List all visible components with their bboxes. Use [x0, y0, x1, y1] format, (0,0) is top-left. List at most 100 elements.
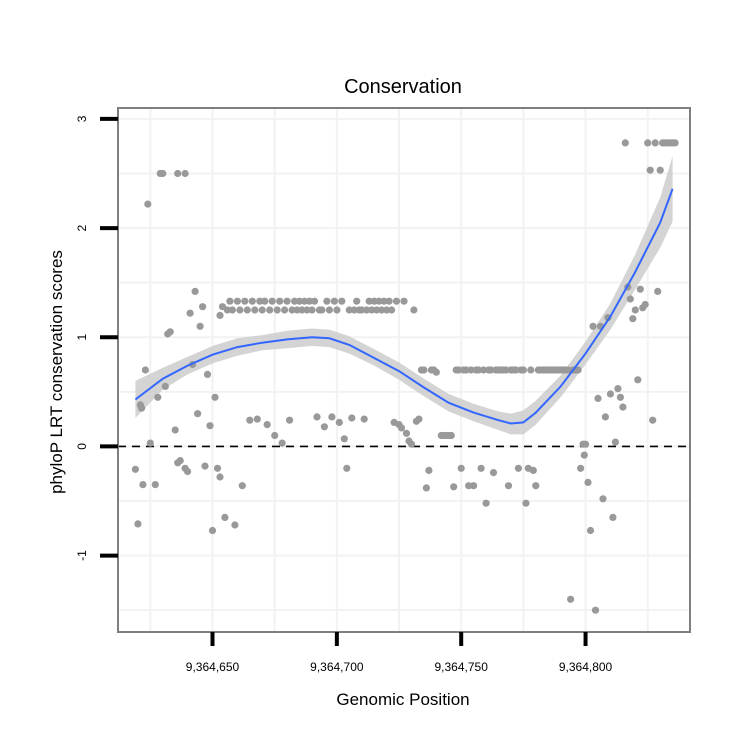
- data-point: [328, 413, 336, 421]
- data-point: [564, 366, 572, 374]
- data-point: [333, 306, 341, 314]
- y-tick-label: -1: [75, 550, 89, 561]
- data-point: [649, 416, 657, 424]
- data-point: [609, 513, 617, 522]
- data-point: [281, 306, 289, 314]
- data-point: [591, 606, 600, 614]
- data-point: [226, 297, 234, 305]
- data-point: [601, 413, 610, 421]
- data-point: [425, 466, 433, 474]
- data-point: [450, 483, 458, 491]
- data-point: [581, 440, 590, 448]
- data-point: [138, 404, 146, 412]
- data-point: [420, 366, 428, 374]
- data-point: [457, 464, 465, 472]
- y-tick-label: 0: [75, 443, 89, 450]
- data-point: [415, 415, 423, 423]
- data-point: [236, 306, 244, 314]
- data-point: [298, 306, 306, 314]
- data-point: [522, 499, 530, 507]
- data-point: [313, 413, 321, 421]
- data-point: [646, 166, 654, 174]
- data-point: [589, 322, 597, 330]
- data-point: [320, 423, 328, 431]
- data-point: [266, 306, 274, 314]
- data-point: [345, 306, 353, 314]
- data-point: [206, 422, 214, 430]
- data-point: [475, 366, 483, 374]
- data-point: [532, 482, 540, 490]
- data-point: [626, 295, 634, 303]
- data-point: [305, 297, 314, 305]
- data-point: [656, 166, 664, 174]
- data-point: [191, 287, 199, 295]
- data-point: [161, 382, 169, 390]
- data-point: [654, 287, 662, 295]
- data-point: [258, 306, 266, 314]
- data-point: [166, 328, 174, 336]
- data-point: [504, 482, 513, 490]
- y-tick-label: 2: [75, 224, 89, 231]
- scatter-points: [131, 139, 679, 614]
- data-point: [629, 315, 637, 323]
- confidence-band-layer: [135, 156, 673, 435]
- data-point: [477, 464, 485, 472]
- data-point: [514, 464, 523, 472]
- data-point: [251, 306, 259, 314]
- data-point: [300, 297, 309, 305]
- data-point: [134, 520, 142, 528]
- data-point: [644, 139, 652, 147]
- data-point: [634, 376, 642, 384]
- data-point: [577, 464, 585, 472]
- data-point: [276, 297, 284, 305]
- data-point: [348, 414, 356, 422]
- x-tick-label: 9,364,750: [435, 660, 489, 674]
- data-point: [221, 513, 229, 522]
- data-point: [176, 457, 184, 465]
- data-point: [365, 297, 373, 305]
- data-point: [151, 481, 159, 489]
- data-point: [340, 435, 348, 443]
- data-point: [261, 297, 269, 305]
- data-point: [651, 139, 659, 147]
- data-point: [388, 306, 396, 314]
- data-point: [196, 322, 204, 330]
- data-point: [360, 415, 368, 423]
- data-point: [400, 297, 408, 305]
- data-point: [233, 297, 241, 305]
- data-point: [489, 469, 498, 477]
- data-point: [402, 429, 411, 437]
- data-point: [223, 306, 231, 314]
- data-point: [621, 139, 629, 147]
- data-point: [373, 306, 381, 314]
- data-point: [141, 366, 149, 374]
- data-point: [213, 464, 222, 472]
- data-point: [527, 366, 535, 374]
- data-point: [228, 306, 236, 314]
- data-point: [529, 466, 537, 474]
- data-point: [271, 431, 279, 440]
- data-point: [273, 306, 281, 314]
- data-point: [238, 482, 246, 490]
- data-point: [482, 499, 490, 507]
- data-point: [181, 169, 189, 178]
- data-point: [246, 416, 254, 424]
- data-point: [194, 410, 202, 418]
- data-point: [392, 297, 401, 305]
- data-point: [335, 418, 343, 426]
- data-point: [611, 438, 620, 446]
- data-point: [231, 521, 239, 529]
- x-axis-title: Genomic Position: [336, 690, 469, 709]
- data-point: [467, 366, 475, 374]
- data-point: [283, 297, 291, 305]
- data-point: [263, 421, 271, 429]
- y-tick-label: 3: [75, 115, 89, 122]
- y-axis: -1 0 1 2 3: [75, 115, 118, 561]
- data-point: [144, 200, 152, 208]
- data-point: [363, 306, 371, 314]
- smooth-line-layer: [134, 188, 674, 425]
- data-point: [519, 366, 528, 374]
- data-point: [131, 465, 139, 473]
- data-point: [594, 394, 602, 402]
